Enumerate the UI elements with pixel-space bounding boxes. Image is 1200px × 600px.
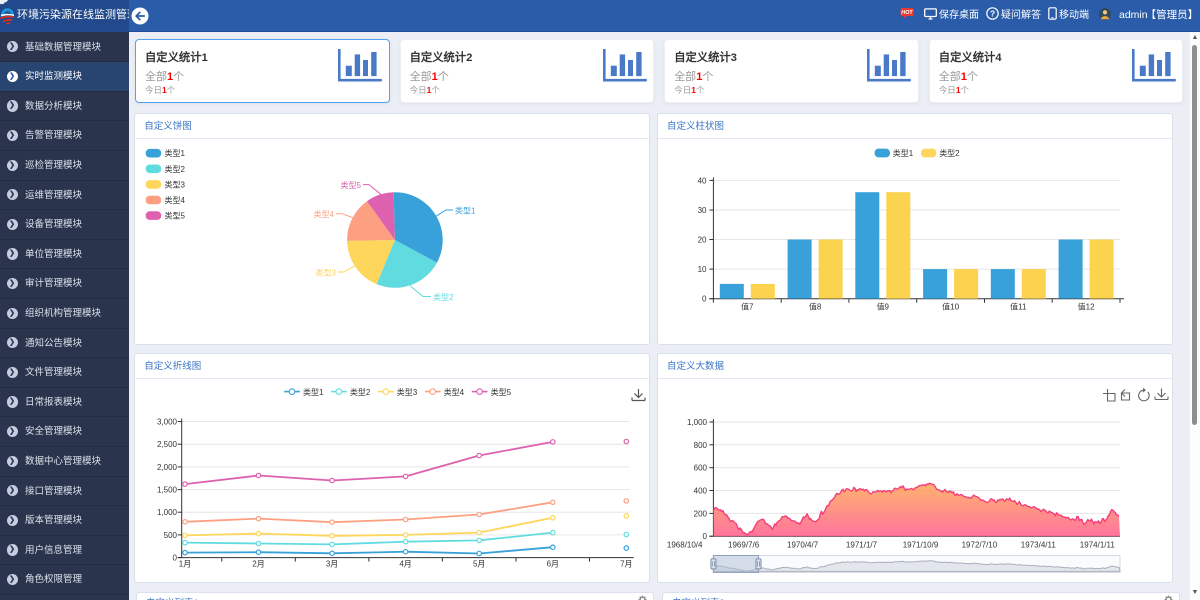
svg-text:30: 30 — [698, 206, 707, 215]
svg-text:1974/1/11: 1974/1/11 — [1080, 540, 1116, 549]
svg-text:0: 0 — [702, 295, 707, 304]
svg-text:500: 500 — [164, 531, 178, 540]
svg-text:1970/4/7: 1970/4/7 — [787, 540, 819, 549]
svg-text:7月: 7月 — [620, 559, 632, 568]
svg-text:2,000: 2,000 — [157, 463, 178, 472]
svg-text:1,000: 1,000 — [687, 418, 708, 427]
svg-text:1月: 1月 — [179, 559, 191, 568]
svg-text:2,500: 2,500 — [157, 440, 178, 449]
svg-text:10: 10 — [698, 265, 707, 274]
svg-text:类型5: 类型5 — [491, 387, 512, 397]
svg-text:600: 600 — [694, 463, 708, 472]
svg-text:1972/7/10: 1972/7/10 — [962, 540, 998, 549]
svg-text:20: 20 — [698, 236, 707, 245]
svg-text:类型1: 类型1 — [893, 148, 914, 158]
svg-text:类型4: 类型4 — [444, 387, 465, 397]
svg-text:类型2: 类型2 — [939, 148, 960, 158]
svg-text:1,500: 1,500 — [157, 485, 178, 494]
svg-text:类型1: 类型1 — [165, 148, 186, 158]
svg-text:类型2: 类型2 — [433, 292, 454, 302]
svg-text:类型3: 类型3 — [397, 387, 418, 397]
svg-text:1971/10/9: 1971/10/9 — [903, 540, 939, 549]
svg-text:类型5: 类型5 — [341, 180, 362, 190]
svg-text:类型5: 类型5 — [165, 211, 186, 221]
svg-text:1973/4/11: 1973/4/11 — [1021, 540, 1057, 549]
svg-text:1971/1/7: 1971/1/7 — [846, 540, 878, 549]
svg-text:类型2: 类型2 — [350, 387, 371, 397]
svg-text:400: 400 — [694, 486, 708, 495]
svg-text:800: 800 — [694, 441, 708, 450]
svg-text:类型4: 类型4 — [165, 195, 186, 205]
svg-text:1968/10/4: 1968/10/4 — [667, 540, 703, 549]
svg-text:1,000: 1,000 — [157, 508, 178, 517]
svg-text:0: 0 — [703, 532, 708, 541]
svg-text:值8: 值8 — [809, 302, 822, 312]
svg-text:值10: 值10 — [942, 302, 959, 312]
svg-text:1969/7/6: 1969/7/6 — [728, 540, 760, 549]
svg-text:4月: 4月 — [400, 559, 412, 568]
svg-text:类型2: 类型2 — [165, 164, 186, 174]
svg-text:值12: 值12 — [1078, 302, 1095, 312]
svg-text:3月: 3月 — [326, 559, 338, 568]
svg-text:值11: 值11 — [1010, 302, 1027, 312]
svg-text:类型1: 类型1 — [303, 387, 324, 397]
svg-text:类型3: 类型3 — [316, 268, 337, 278]
svg-text:值7: 值7 — [741, 302, 754, 312]
svg-text:HOT: HOT — [901, 10, 913, 16]
svg-text:类型3: 类型3 — [165, 180, 186, 190]
svg-text:5月: 5月 — [473, 559, 485, 568]
svg-text:200: 200 — [694, 509, 708, 518]
svg-text:值9: 值9 — [877, 302, 890, 312]
svg-text:3,000: 3,000 — [157, 417, 178, 426]
svg-text:类型4: 类型4 — [314, 209, 335, 219]
svg-text:类型1: 类型1 — [455, 206, 476, 216]
svg-text:?: ? — [990, 8, 995, 18]
svg-text:2月: 2月 — [253, 559, 265, 568]
svg-text:0: 0 — [173, 553, 178, 562]
svg-text:6月: 6月 — [547, 559, 559, 568]
svg-text:40: 40 — [698, 177, 707, 186]
